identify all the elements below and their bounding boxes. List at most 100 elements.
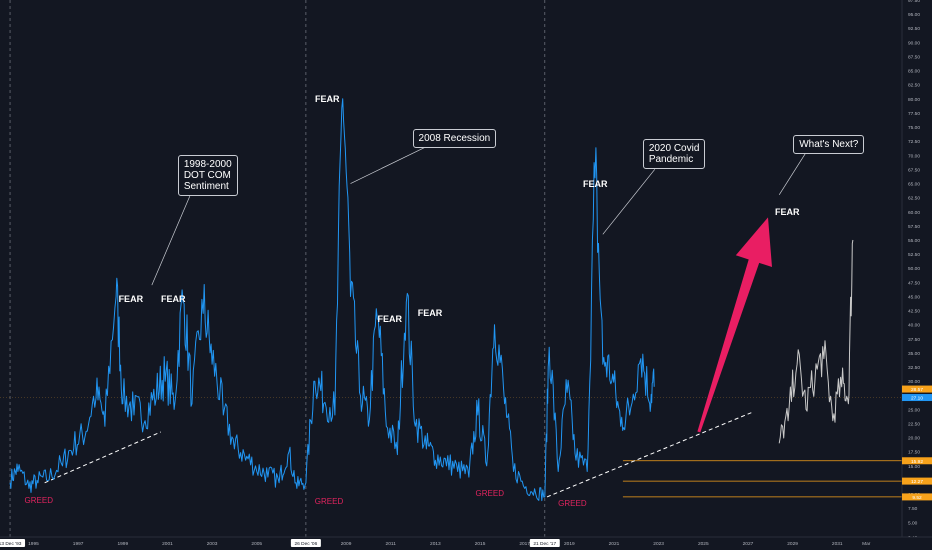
y-tick-label: 77.50 [908, 111, 920, 117]
price-tag [902, 457, 932, 465]
annotation-callout[interactable]: 1998-2000 DOT COM Sentiment [177, 155, 238, 197]
y-tick-label: 15.00 [908, 464, 920, 470]
callout-leader-line [778, 153, 806, 195]
callout-leader-line [151, 196, 191, 286]
y-tick-label: 25.00 [908, 407, 920, 413]
y-tick-label: 87.50 [908, 54, 920, 60]
price-tag [902, 385, 932, 393]
x-axis-panel [0, 537, 932, 550]
callout-leader-line [350, 147, 425, 184]
y-tick-label: 5.00 [908, 520, 918, 526]
greed-label: GREED [24, 495, 53, 505]
x-tick-label: 13 Dec '93 [0, 541, 22, 547]
y-tick-label: 75.00 [908, 125, 920, 131]
y-tick-label: 67.50 [908, 167, 920, 173]
x-tick-label: 2001 [162, 541, 173, 547]
trendlines[interactable] [44, 411, 753, 498]
y-tick-label: 37.50 [908, 337, 920, 343]
y-tick-label: 35.00 [908, 351, 920, 357]
x-tick-label: 21 Dec '17 [533, 541, 556, 547]
x-tick-label: Mar [862, 541, 871, 547]
y-tick-label: 72.50 [908, 139, 920, 145]
prediction-arrow[interactable] [697, 217, 772, 433]
trendline[interactable] [44, 431, 161, 484]
y-tick-label: 55.00 [908, 238, 920, 244]
y-tick-label: 82.50 [908, 83, 920, 89]
annotation-callout[interactable]: 2008 Recession [412, 128, 497, 148]
price-tag-label: 9.52 [912, 495, 922, 501]
x-tick-label: 2003 [207, 541, 218, 547]
fear-label: FEAR [315, 93, 340, 104]
x-tick-label: 2009 [341, 541, 352, 547]
x-tick-label: 2015 [475, 541, 486, 547]
x-tick-label: 2031 [832, 541, 843, 547]
y-tick-label: 42.50 [908, 309, 920, 315]
y-tick-label: 32.50 [908, 365, 920, 371]
y-tick-label: 80.00 [908, 97, 920, 103]
x-tick-label: 2029 [787, 541, 798, 547]
y-tick-label: 85.00 [908, 69, 920, 75]
x-tick-label: 26 Dec '06 [294, 541, 317, 547]
y-tick-label: 50.00 [908, 266, 920, 272]
fear-label: FEAR [160, 294, 186, 305]
y-tick-label: 17.50 [908, 450, 920, 456]
greed-label: GREED [314, 496, 344, 506]
price-tag-label: 28.57 [911, 387, 923, 393]
y-tick-label: 7.50 [908, 506, 918, 512]
greed-label: GREED [558, 498, 587, 508]
y-tick-label: 65.00 [908, 182, 920, 188]
y-tick-label: 52.50 [908, 252, 920, 258]
x-tick-label: 1997 [73, 541, 84, 547]
callout-leaders [151, 147, 806, 286]
x-tick-highlight-box [290, 539, 321, 547]
fear-label: FEAR [582, 178, 608, 189]
annotation-callout[interactable]: What's Next? [793, 134, 865, 154]
greed-label: GREED [475, 488, 504, 498]
y-tick-label: 30.00 [908, 379, 920, 385]
price-tags: 28.57 27.10 15.92 12.27 9.52 [902, 385, 932, 501]
y-tick-label: 47.50 [908, 280, 920, 286]
y-tick-label: 97.50 [908, 0, 920, 4]
y-axis[interactable]: 2.405.007.5010.0012.5015.0017.5020.0022.… [901, 0, 932, 550]
y-tick-label: 57.50 [908, 224, 920, 230]
y-tick-label: 45.00 [908, 294, 920, 300]
y-tick-label: 92.50 [908, 26, 920, 32]
x-tick-label: 2013 [430, 541, 441, 547]
x-tick-label: 2027 [743, 541, 754, 547]
price-tag-label: 12.27 [911, 479, 923, 485]
y-tick-label: 90.00 [908, 40, 920, 46]
x-tick-label: 1999 [117, 541, 128, 547]
annotation-callout[interactable]: 2020 Covid Pandemic [642, 139, 706, 170]
y-tick-label: 40.00 [908, 323, 920, 329]
y-tick-label: 62.50 [908, 196, 920, 202]
x-tick-highlight-box [529, 539, 560, 547]
trendline[interactable] [546, 411, 753, 498]
x-tick-label: 2021 [609, 541, 620, 547]
x-axis[interactable]: 13 Dec '93 1995 1997 1999 2001 2003 2005 26 Dec… [0, 536, 932, 550]
y-tick-label: 22.50 [908, 422, 920, 428]
price-tag [902, 493, 932, 501]
y-tick-label: 60.00 [908, 210, 920, 216]
x-tick-highlight-box [0, 539, 26, 547]
projection-series-line [778, 239, 854, 444]
support-levels[interactable] [0, 397, 902, 498]
y-tick-label: 70.00 [908, 153, 920, 159]
fear-label: FEAR [774, 206, 800, 217]
callout-leader-line [602, 169, 656, 235]
x-tick-label: 2023 [653, 541, 664, 547]
up-arrow-shape[interactable] [697, 217, 772, 433]
price-tag-label: 27.10 [911, 396, 923, 402]
price-tag-label: 15.92 [911, 459, 923, 465]
x-tick-label: 2017 [519, 541, 530, 547]
fear-label: FEAR [118, 294, 144, 305]
series-layer [9, 98, 854, 502]
fear-label: FEAR [417, 308, 443, 319]
fear-label: FEAR [377, 314, 403, 325]
y-tick-label: 95.00 [908, 12, 920, 18]
x-tick-label: 2025 [698, 541, 709, 547]
price-tag [902, 394, 932, 402]
vix-series-line [9, 98, 655, 502]
x-tick-label: 2005 [251, 541, 262, 547]
